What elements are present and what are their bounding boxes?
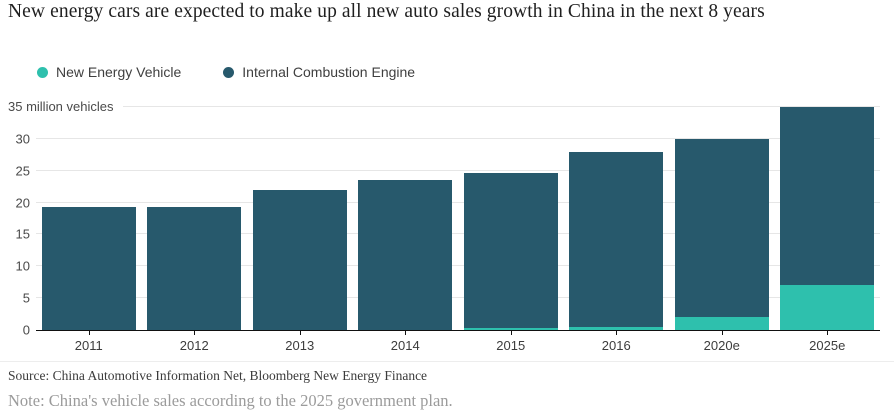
bar-segment-nev-2016 <box>569 326 664 330</box>
bar-segment-ice-2011 <box>41 207 136 330</box>
gridline-y10 <box>36 265 880 267</box>
y-tick-label-25: 25 <box>15 163 30 179</box>
y-tick-label-15: 15 <box>15 226 30 242</box>
x-tick-label-2015: 2015 <box>496 338 526 353</box>
legend-label-nev: New Energy Vehicle <box>56 64 182 80</box>
bar-2014 <box>358 107 453 330</box>
bar-2025e <box>780 107 875 330</box>
x-slot-2012: 2012 <box>142 330 248 354</box>
x-tick-mark-2015 <box>510 330 512 335</box>
x-tick-mark-2025e <box>827 330 829 335</box>
x-tick-mark-2013 <box>299 330 301 335</box>
x-slot-2013: 2013 <box>247 330 353 354</box>
x-tick-mark-2014 <box>405 330 407 335</box>
x-tick-label-2025e: 2025e <box>809 338 846 353</box>
y-tick-label-5: 5 <box>22 290 30 306</box>
x-slot-2020e: 2020e <box>669 330 775 354</box>
bar-slot-2020e <box>669 107 775 330</box>
bar-segment-ice-2025e <box>780 107 875 286</box>
x-tick-mark-2016 <box>616 330 618 335</box>
y-tick-label-0: 0 <box>22 322 30 338</box>
bar-slot-2011 <box>36 107 142 330</box>
bar-segment-nev-2015 <box>463 328 558 330</box>
bar-segment-nev-2020e <box>674 317 769 330</box>
gridline-y20 <box>36 201 880 203</box>
legend: New Energy Vehicle Internal Combustion E… <box>37 64 415 80</box>
x-axis-ticks: 2011 2012 2013 2014 2015 2016 2020e 2025e <box>36 330 880 354</box>
source-text: Source: China Automotive Information Net… <box>8 368 428 383</box>
x-tick-label-2013: 2013 <box>285 338 315 353</box>
bar-slot-2014 <box>353 107 459 330</box>
x-axis-line <box>36 330 880 331</box>
bar-2020e <box>674 107 769 330</box>
x-tick-label-2016: 2016 <box>601 338 631 353</box>
x-tick-label-2012: 2012 <box>179 338 209 353</box>
bar-slot-2012 <box>142 107 248 330</box>
gridline-y35 <box>36 106 880 107</box>
x-slot-2011: 2011 <box>36 330 142 354</box>
bar-slot-2016 <box>564 107 670 330</box>
legend-item-ice: Internal Combustion Engine <box>223 64 415 80</box>
bar-segment-ice-2013 <box>252 189 347 330</box>
bar-2016 <box>569 107 664 330</box>
x-tick-label-2011: 2011 <box>74 338 103 353</box>
bar-2015 <box>463 107 558 330</box>
bar-slot-2025e <box>775 107 881 330</box>
bar-slot-2015 <box>458 107 564 330</box>
bar-segment-ice-2012 <box>147 207 242 330</box>
bars-container <box>36 107 880 330</box>
y-tick-label-20: 20 <box>15 195 30 211</box>
bar-2012 <box>147 107 242 330</box>
y-axis-unit-label: 35 million vehicles <box>8 100 123 113</box>
legend-item-nev: New Energy Vehicle <box>37 64 181 80</box>
x-tick-mark-2012 <box>194 330 196 335</box>
y-tick-label-10: 10 <box>15 258 30 274</box>
x-tick-label-2014: 2014 <box>390 338 420 353</box>
legend-dot-ice-icon <box>223 66 235 78</box>
plot-area: 35 million vehicles 0 5 10 15 20 25 30 <box>8 100 880 337</box>
gridline-y5 <box>36 297 880 299</box>
x-tick-mark-2011 <box>88 330 90 335</box>
x-tick-mark-2020e <box>721 330 723 335</box>
gridline-y15 <box>36 233 880 235</box>
x-tick-label-2020e: 2020e <box>703 338 740 353</box>
gridline-y30 <box>36 137 880 139</box>
y-tick-label-30: 30 <box>15 131 30 147</box>
bar-segment-ice-2016 <box>569 151 664 327</box>
note-text: Note: China's vehicle sales according to… <box>8 391 453 410</box>
chart-title: New energy cars are expected to make up … <box>8 1 765 22</box>
bar-segment-ice-2020e <box>674 138 769 318</box>
x-slot-2016: 2016 <box>564 330 670 354</box>
chart-footer: Source: China Automotive Information Net… <box>0 361 894 411</box>
x-slot-2025e: 2025e <box>775 330 881 354</box>
x-slot-2014: 2014 <box>353 330 459 354</box>
x-slot-2015: 2015 <box>458 330 564 354</box>
bar-segment-ice-2014 <box>358 180 453 330</box>
gridline-y25 <box>36 169 880 171</box>
bar-segment-nev-2025e <box>780 285 875 330</box>
bar-2011 <box>41 107 136 330</box>
legend-dot-nev-icon <box>37 66 48 78</box>
bar-segment-ice-2015 <box>463 173 558 329</box>
legend-label-ice: Internal Combustion Engine <box>242 64 416 80</box>
bar-2013 <box>252 107 347 330</box>
bar-slot-2013 <box>247 107 353 330</box>
